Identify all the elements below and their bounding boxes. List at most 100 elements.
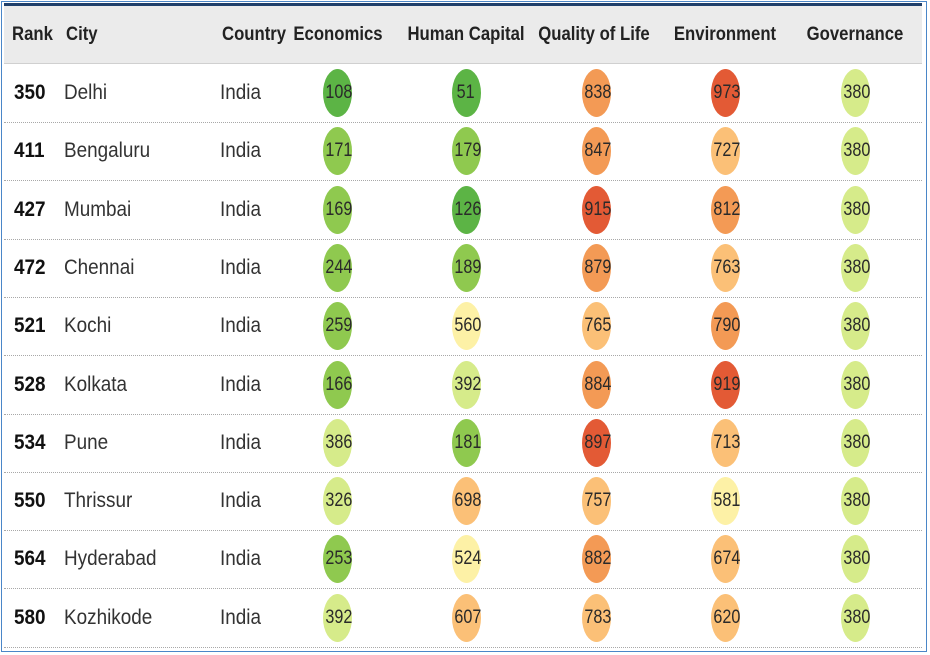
environment-score-bubble: 973 bbox=[710, 69, 740, 117]
quality-of-life-score-bubble: 847 bbox=[581, 127, 611, 176]
human-capital-score-value: 392 bbox=[453, 373, 481, 395]
human-capital-score-value: 179 bbox=[453, 140, 481, 162]
environment-score-bubble: 790 bbox=[710, 302, 740, 351]
economics-score-bubble: 169 bbox=[322, 185, 352, 234]
human-capital-score-bubble: 524 bbox=[451, 535, 481, 584]
country-cell: India bbox=[220, 197, 261, 221]
environment-score-bubble: 763 bbox=[710, 243, 740, 292]
economics-score-value: 259 bbox=[324, 315, 352, 337]
table-row: 534 Pune India 386 181 897 713 380 bbox=[4, 414, 922, 473]
quality-of-life-score-value: 757 bbox=[583, 490, 611, 512]
governance-score-value: 380 bbox=[842, 606, 870, 628]
country-cell: India bbox=[220, 489, 261, 513]
human-capital-score-value: 607 bbox=[453, 606, 481, 628]
rank-cell: 472 bbox=[14, 255, 46, 279]
human-capital-score-bubble: 698 bbox=[451, 477, 481, 526]
governance-score-value: 380 bbox=[842, 82, 870, 103]
table-row: 564 Hyderabad India 253 524 882 674 380 bbox=[4, 530, 922, 590]
governance-score-value: 380 bbox=[842, 373, 870, 395]
economics-score-value: 108 bbox=[324, 82, 352, 103]
rank-cell: 550 bbox=[14, 489, 46, 513]
human-capital-score-value: 698 bbox=[453, 490, 481, 512]
city-cell: Mumbai bbox=[64, 197, 132, 221]
environment-score-value: 581 bbox=[712, 490, 740, 512]
economics-score-bubble: 166 bbox=[322, 360, 352, 409]
city-cell: Kochi bbox=[64, 314, 112, 338]
human-capital-score-value: 189 bbox=[453, 256, 481, 278]
economics-score-bubble: 392 bbox=[322, 593, 352, 642]
country-cell: India bbox=[220, 255, 261, 279]
city-cell: Bengaluru bbox=[64, 139, 151, 163]
environment-score-value: 919 bbox=[712, 373, 740, 395]
header-country: Country bbox=[222, 24, 287, 45]
quality-of-life-score-bubble: 783 bbox=[581, 593, 611, 642]
rank-cell: 534 bbox=[14, 430, 46, 454]
human-capital-score-bubble: 51 bbox=[451, 69, 481, 117]
economics-score-bubble: 244 bbox=[322, 243, 352, 292]
human-capital-score-bubble: 189 bbox=[451, 243, 481, 292]
human-capital-score-bubble: 560 bbox=[451, 302, 481, 351]
governance-score-bubble: 380 bbox=[840, 69, 870, 117]
environment-score-value: 727 bbox=[712, 140, 740, 162]
economics-score-bubble: 108 bbox=[322, 69, 352, 117]
city-cell: Pune bbox=[64, 430, 109, 454]
table-row: 580 Kozhikode India 392 607 783 620 380 bbox=[4, 589, 922, 648]
environment-score-bubble: 713 bbox=[710, 418, 740, 467]
economics-score-value: 171 bbox=[324, 140, 352, 162]
economics-score-value: 253 bbox=[324, 548, 352, 570]
quality-of-life-score-bubble: 757 bbox=[581, 477, 611, 526]
table-row: 550 Thrissur India 326 698 757 581 380 bbox=[4, 472, 922, 532]
city-cell: Delhi bbox=[64, 81, 108, 104]
country-cell: India bbox=[220, 81, 261, 104]
governance-score-bubble: 380 bbox=[840, 477, 870, 526]
header-quality-of-life: Quality of Life bbox=[538, 24, 650, 45]
human-capital-score-value: 126 bbox=[453, 198, 481, 220]
governance-score-value: 380 bbox=[842, 256, 870, 278]
rank-cell: 564 bbox=[14, 547, 46, 571]
economics-score-bubble: 171 bbox=[322, 127, 352, 176]
governance-score-bubble: 380 bbox=[840, 535, 870, 584]
human-capital-score-value: 524 bbox=[453, 548, 481, 570]
governance-score-bubble: 380 bbox=[840, 243, 870, 292]
governance-score-value: 380 bbox=[842, 548, 870, 570]
city-cell: Thrissur bbox=[64, 489, 133, 513]
environment-score-value: 790 bbox=[712, 315, 740, 337]
country-cell: India bbox=[220, 605, 261, 629]
environment-score-bubble: 727 bbox=[710, 127, 740, 176]
quality-of-life-score-bubble: 838 bbox=[581, 69, 611, 117]
environment-score-bubble: 581 bbox=[710, 477, 740, 526]
country-cell: India bbox=[220, 547, 261, 571]
environment-score-bubble: 919 bbox=[710, 360, 740, 409]
economics-score-value: 326 bbox=[324, 490, 352, 512]
quality-of-life-score-bubble: 879 bbox=[581, 243, 611, 292]
governance-score-bubble: 380 bbox=[840, 302, 870, 351]
human-capital-score-value: 51 bbox=[457, 82, 475, 103]
environment-score-value: 713 bbox=[712, 431, 740, 453]
table-row: 472 Chennai India 244 189 879 763 380 bbox=[4, 239, 922, 298]
quality-of-life-score-value: 847 bbox=[583, 140, 611, 162]
city-cell: Chennai bbox=[64, 255, 135, 279]
table-row: 528 Kolkata India 166 392 884 919 380 bbox=[4, 356, 922, 415]
human-capital-score-bubble: 181 bbox=[451, 418, 481, 467]
environment-score-bubble: 812 bbox=[710, 185, 740, 234]
table-row: 350 Delhi India 108 51 838 973 380 bbox=[4, 64, 922, 123]
governance-score-value: 380 bbox=[842, 315, 870, 337]
quality-of-life-score-bubble: 882 bbox=[581, 535, 611, 584]
governance-score-bubble: 380 bbox=[840, 360, 870, 409]
quality-of-life-score-value: 897 bbox=[583, 431, 611, 453]
table-row: 521 Kochi India 259 560 765 790 380 bbox=[4, 297, 922, 357]
environment-score-bubble: 620 bbox=[710, 593, 740, 642]
economics-score-value: 392 bbox=[324, 606, 352, 628]
environment-score-bubble: 674 bbox=[710, 535, 740, 584]
rank-cell: 580 bbox=[14, 605, 46, 629]
governance-score-bubble: 380 bbox=[840, 185, 870, 234]
economics-score-value: 169 bbox=[324, 198, 352, 220]
city-cell: Hyderabad bbox=[64, 547, 157, 571]
human-capital-score-value: 560 bbox=[453, 315, 481, 337]
header-top-rule bbox=[4, 3, 922, 6]
header-governance: Governance bbox=[806, 24, 904, 45]
governance-score-value: 380 bbox=[842, 431, 870, 453]
human-capital-score-bubble: 607 bbox=[451, 593, 481, 642]
quality-of-life-score-bubble: 897 bbox=[581, 418, 611, 467]
country-cell: India bbox=[220, 430, 261, 454]
